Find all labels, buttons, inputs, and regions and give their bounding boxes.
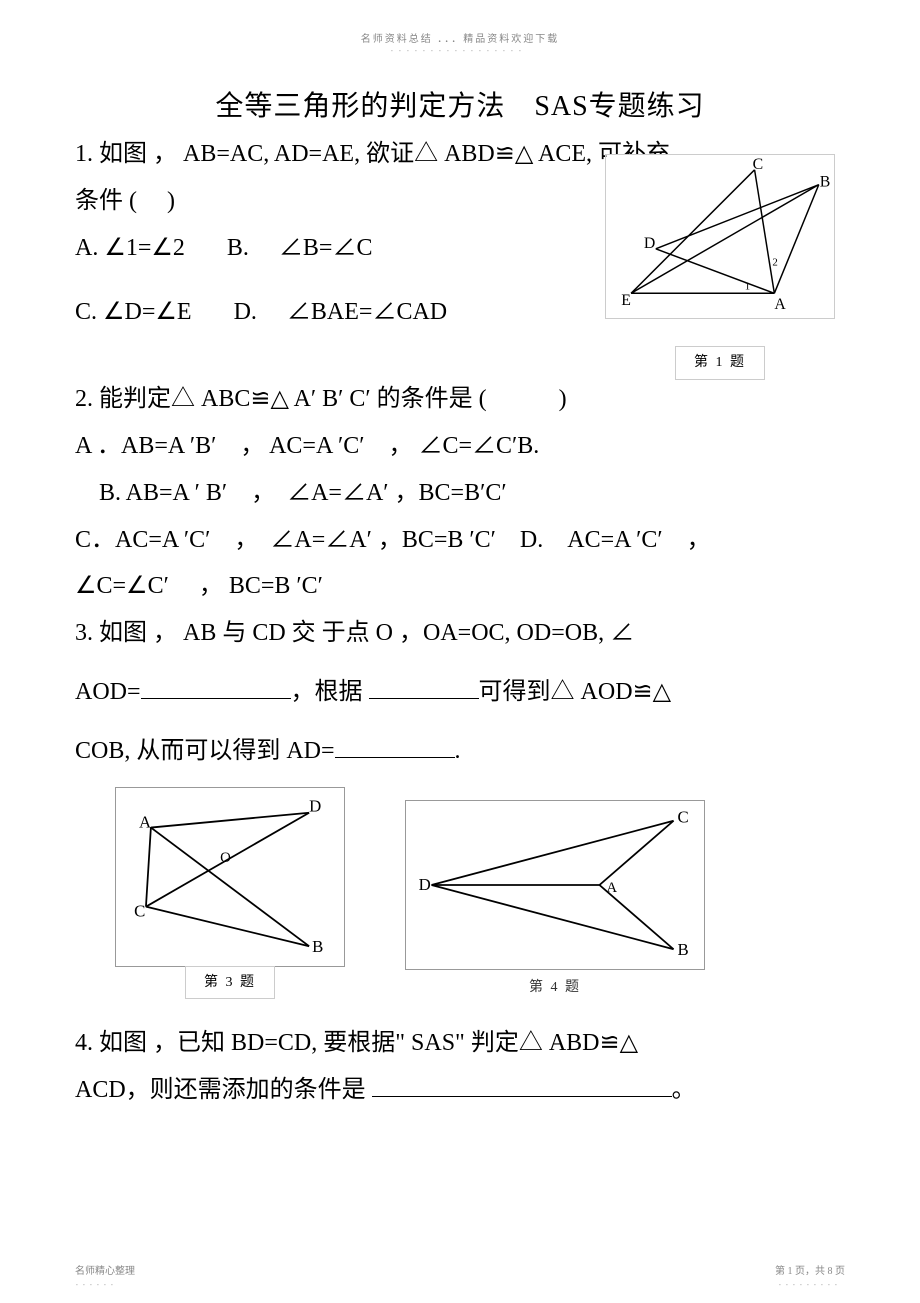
page-title: 全等三角形的判定方法 SAS专题练习 [75,84,845,124]
q3-line2c: 可得到△ AOD≌△ [479,679,672,705]
fig1-label-D: D [644,235,655,252]
fig3-label-A: A [139,812,151,831]
footer-left: 名师精心整理 ．．．．．． [75,1262,135,1288]
q1-options-row2: C. ∠D=∠E D. ∠BAE=∠CAD [75,292,575,333]
header-dots: ．．．．．．．．．．．．．．．．． [75,43,845,54]
figure-4-caption: 第 4 题 [529,976,581,1000]
fig4-label-A: A [606,879,617,895]
q4-blank [372,1073,672,1097]
q3-blank2 [369,675,479,699]
q1-options-row1: A. ∠1=∠2 B. ∠B=∠C [75,228,575,269]
fig3-label-B: B [312,937,323,956]
fig4-label-B: B [678,940,689,959]
figure-4: D A C B [405,800,705,970]
figure-3: A D O C B [115,787,345,967]
q3-line1: 3. 如图 ， AB 与 CD 交 于点 O ，OA=OC, OD=OB, ∠ [75,613,845,654]
q1-optB: B. ∠B=∠C [227,235,373,261]
footer: 名师精心整理 ．．．．．． 第 1 页，共 8 页 ．．．．．．．．． [75,1262,845,1288]
q4-line2b: 。 [672,1077,696,1103]
figure-1-caption-wrap: 第 1 题 [675,339,765,380]
fig1-label-E: E [621,292,631,309]
fig3-label-O: O [220,850,231,866]
q4-line1: 4. 如图 ，已知 BD=CD, 要根据" SAS" 判定△ ABD≌△ [75,1023,845,1064]
fig1-label-ang2: 2 [772,257,777,269]
q3-line3a: COB, 从而可以得到 AD= [75,738,335,764]
figure-row: A D O C B 第 3 题 D [115,787,845,1000]
q3-line2a: AOD= [75,679,141,705]
q1-optD: D. ∠BAE=∠CAD [234,299,448,325]
q2-line1: 2. 能判定△ ABC≌△ A′ B′ C′ 的条件是 ( ) [75,379,845,420]
footer-right-dots: ．．．．．．．．． [775,1277,845,1288]
footer-left-text: 名师精心整理 [75,1262,135,1277]
fig1-label-ang1: 1 [745,280,750,292]
q3-line2: AOD= ，根据 可得到△ AOD≌△ [75,672,845,713]
q4-line2: ACD，则还需添加的条件是 。 [75,1070,845,1111]
figure-1: C B D E A 1 2 [605,154,835,319]
fig4-label-D: D [419,875,431,894]
q2-optC: C．AC=A ′C′ ， ∠A=∠A′ ，BC=B ′C′ D. AC=A ′C… [75,520,845,561]
footer-left-dots: ．．．．．． [75,1277,135,1288]
figure-3-caption: 第 3 题 [185,966,275,1000]
question-1: 1. 如图 ， AB=AC, AD=AE, 欲证△ ABD≌△ ACE, 可补充… [75,134,845,333]
q3-blank1 [141,675,291,699]
q2-optC2: ∠C=∠C′ ， BC=B ′C′ [75,566,845,607]
q3-line3: COB, 从而可以得到 AD=. [75,731,845,772]
q2-optB: B. AB=A ′ B′ ， ∠A=∠A′ ，BC=B′C′ [75,473,845,514]
q1-optC: C. ∠D=∠E [75,299,192,325]
q3-blank3 [335,734,455,758]
question-2: 2. 能判定△ ABC≌△ A′ B′ C′ 的条件是 ( ) A ．AB=A … [75,379,845,607]
fig1-label-B: B [820,174,831,191]
question-4: 4. 如图 ，已知 BD=CD, 要根据" SAS" 判定△ ABD≌△ ACD… [75,1023,845,1111]
footer-right: 第 1 页，共 8 页 ．．．．．．．．． [775,1262,845,1288]
question-3: 3. 如图 ， AB 与 CD 交 于点 O ，OA=OC, OD=OB, ∠ … [75,613,845,771]
content-body: 1. 如图 ， AB=AC, AD=AE, 欲证△ ABD≌△ ACE, 可补充… [75,134,845,1111]
q3-line3b: . [455,738,461,764]
q4-line2a: ACD，则还需添加的条件是 [75,1077,372,1103]
q2-optA: A ．AB=A ′B′ ， AC=A ′C′ ， ∠C=∠C′B. [75,426,845,467]
q1-optA: A. ∠1=∠2 [75,235,185,261]
footer-right-text: 第 1 页，共 8 页 [775,1262,845,1277]
fig1-label-A: A [774,296,786,313]
q3-line2b: ，根据 [291,679,369,705]
fig4-label-C: C [678,807,689,826]
fig3-label-D: D [309,796,321,815]
figure-4-col: D A C B 第 4 题 [405,800,705,1000]
fig1-label-C: C [753,156,764,173]
figure-1-caption: 第 1 题 [675,346,765,380]
fig3-label-C: C [134,901,145,920]
figure-3-col: A D O C B 第 3 题 [115,787,345,1000]
